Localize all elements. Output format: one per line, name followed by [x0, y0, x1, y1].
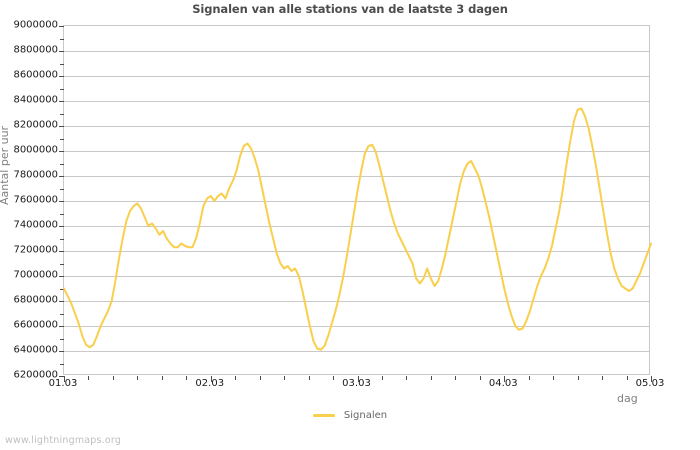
plot-area [59, 25, 652, 382]
x-tick-minor [381, 376, 383, 380]
x-axis-title: dag [617, 392, 638, 405]
x-tick-minor [333, 376, 335, 380]
y-tick-label: 6200000 [13, 369, 58, 381]
y-tick-major [59, 376, 64, 377]
y-tick-major [59, 301, 64, 302]
y-tick-minor [60, 238, 64, 240]
y-tick-minor [60, 313, 64, 315]
y-tick-minor [60, 288, 64, 290]
x-tick-minor [577, 376, 579, 380]
y-tick-label: 7400000 [13, 219, 58, 231]
x-tick-major [210, 376, 212, 382]
y-tick-major [59, 176, 64, 177]
x-tick-major [504, 376, 506, 382]
y-tick-major [59, 26, 64, 27]
legend-item[interactable]: Signalen [312, 410, 388, 421]
x-tick-major [64, 376, 65, 382]
y-tick-label: 8600000 [13, 69, 58, 81]
x-tick-minor [186, 376, 188, 380]
y-tick-major [59, 76, 64, 77]
x-tick-minor [137, 376, 139, 380]
y-tick-major [59, 276, 64, 277]
y-tick-label: 7800000 [13, 169, 58, 181]
x-tick-label: 04.03 [488, 378, 518, 389]
x-tick-label: 01.03 [48, 378, 78, 389]
x-tick-minor [455, 376, 457, 380]
x-tick-major [357, 376, 359, 382]
data-series-layer [63, 107, 652, 351]
x-tick-minor [626, 376, 628, 380]
chart-legend: Signalen [0, 410, 700, 421]
x-tick-label: 05.03 [635, 378, 665, 389]
legend-swatch-icon [312, 414, 335, 417]
y-tick-label: 9000000 [13, 19, 58, 31]
y-tick-major [59, 226, 64, 227]
y-tick-major [59, 351, 64, 352]
series-line [63, 107, 652, 351]
gridline-horizontal [64, 276, 649, 277]
x-tick-minor [479, 376, 481, 380]
chart-title: Signalen van alle stations van de laatst… [192, 2, 508, 16]
x-tick-minor [602, 376, 604, 380]
y-tick-label: 6600000 [13, 319, 58, 331]
x-tick-minor [161, 376, 163, 380]
y-tick-major [59, 251, 64, 252]
x-tick-minor [112, 376, 114, 380]
y-tick-label: 8400000 [13, 94, 58, 106]
x-tick-label: 02.03 [195, 378, 225, 389]
y-tick-minor [60, 213, 64, 215]
y-tick-minor [60, 163, 64, 165]
y-tick-label: 7000000 [13, 269, 58, 281]
watermark-text: www.lightningmaps.org [5, 435, 122, 446]
gridline-horizontal [64, 151, 649, 152]
x-tick-minor [235, 376, 237, 380]
y-tick-minor [60, 113, 64, 115]
gridline-horizontal [64, 251, 649, 252]
y-tick-minor [60, 88, 64, 90]
x-tick-minor [406, 376, 408, 380]
y-tick-major [59, 126, 64, 127]
y-tick-minor [60, 38, 64, 40]
y-tick-label: 8200000 [13, 119, 58, 131]
y-tick-major [59, 51, 64, 52]
y-tick-minor [60, 338, 64, 340]
y-axis-title: Aantal per uur [0, 125, 11, 205]
y-tick-label: 6800000 [13, 294, 58, 306]
gridline-horizontal [64, 226, 649, 227]
y-tick-minor [60, 138, 64, 140]
y-tick-major [59, 201, 64, 202]
x-tick-minor [308, 376, 310, 380]
gridline-horizontal [64, 76, 649, 77]
y-tick-label: 7600000 [13, 194, 58, 206]
x-tick-minor [430, 376, 432, 380]
y-tick-label: 8000000 [13, 144, 58, 156]
y-tick-label: 7200000 [13, 244, 58, 256]
y-tick-minor [60, 63, 64, 65]
y-tick-label: 6400000 [13, 344, 58, 356]
y-tick-minor [60, 188, 64, 190]
gridline-horizontal [64, 51, 649, 52]
gridline-horizontal [64, 176, 649, 177]
y-tick-label: 8800000 [13, 44, 58, 56]
x-tick-minor [528, 376, 530, 380]
y-tick-minor [60, 363, 64, 365]
gridline-horizontal [64, 101, 649, 102]
x-tick-minor [284, 376, 286, 380]
gridline-horizontal [64, 126, 649, 127]
gridline-horizontal [64, 351, 649, 352]
x-tick-minor [88, 376, 90, 380]
gridline-horizontal [64, 301, 649, 302]
x-tick-minor [259, 376, 261, 380]
x-tick-minor [553, 376, 555, 380]
gridline-horizontal [64, 326, 649, 327]
y-tick-major [59, 101, 64, 102]
y-tick-major [59, 326, 64, 327]
x-tick-label: 03.03 [342, 378, 371, 389]
y-tick-major [59, 151, 64, 152]
legend-label: Signalen [343, 410, 388, 421]
y-tick-minor [60, 263, 64, 265]
x-tick-major [651, 376, 652, 382]
